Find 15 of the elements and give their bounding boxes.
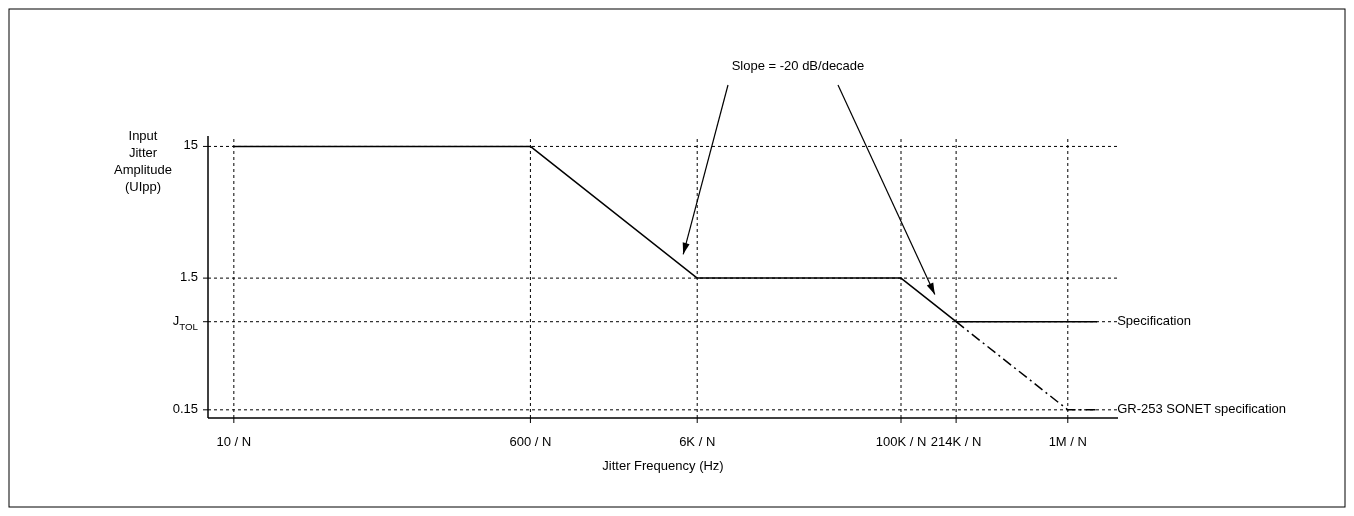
x-tick-label: 100K / N [875,434,927,449]
x-tick-label: 10 / N [216,434,252,449]
x-tick-label: 6K / N [679,434,716,449]
y-tick-label: 0.15 [172,401,198,417]
y-tick-label: J$_{TOL}$ [172,313,199,332]
y-tick-label: 1.5 [179,269,198,285]
series-label: GR-253 SONET specification [1117,401,1287,417]
x-tick-label: 214K / N [930,434,982,449]
series-label: Specification [1117,313,1191,329]
y-axis-title: Input Jitter Amplitude (UIpp) [114,128,172,194]
y-tick-label: 15 [183,137,198,153]
x-tick-label: 600 / N [509,434,552,449]
text: Slope = -20 dB/decade [731,58,865,73]
x-tick-label: 1M / N [1048,434,1087,449]
x-axis-title: Jitter Frequency (Hz) [602,458,724,473]
